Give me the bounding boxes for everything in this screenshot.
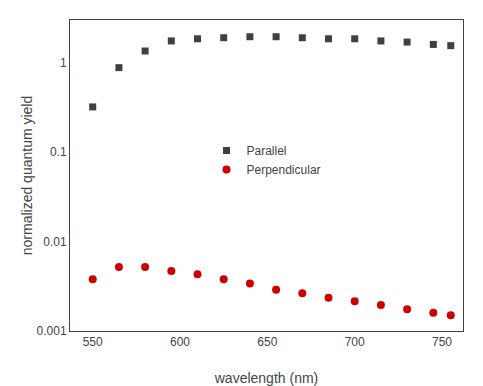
svg-text:Perpendicular: Perpendicular [247, 163, 321, 177]
svg-text:700: 700 [345, 335, 365, 349]
svg-text:0.01: 0.01 [43, 235, 67, 249]
svg-text:750: 750 [432, 335, 452, 349]
svg-text:0.001: 0.001 [37, 324, 67, 338]
svg-text:1: 1 [60, 56, 67, 70]
svg-text:600: 600 [170, 335, 190, 349]
svg-text:Parallel: Parallel [247, 144, 287, 158]
svg-text:normalized quantum yield: normalized quantum yield [19, 96, 35, 256]
svg-text:wavelength (nm): wavelength (nm) [214, 370, 319, 386]
svg-text:550: 550 [83, 335, 103, 349]
svg-text:650: 650 [257, 335, 277, 349]
svg-text:0.1: 0.1 [50, 145, 67, 159]
